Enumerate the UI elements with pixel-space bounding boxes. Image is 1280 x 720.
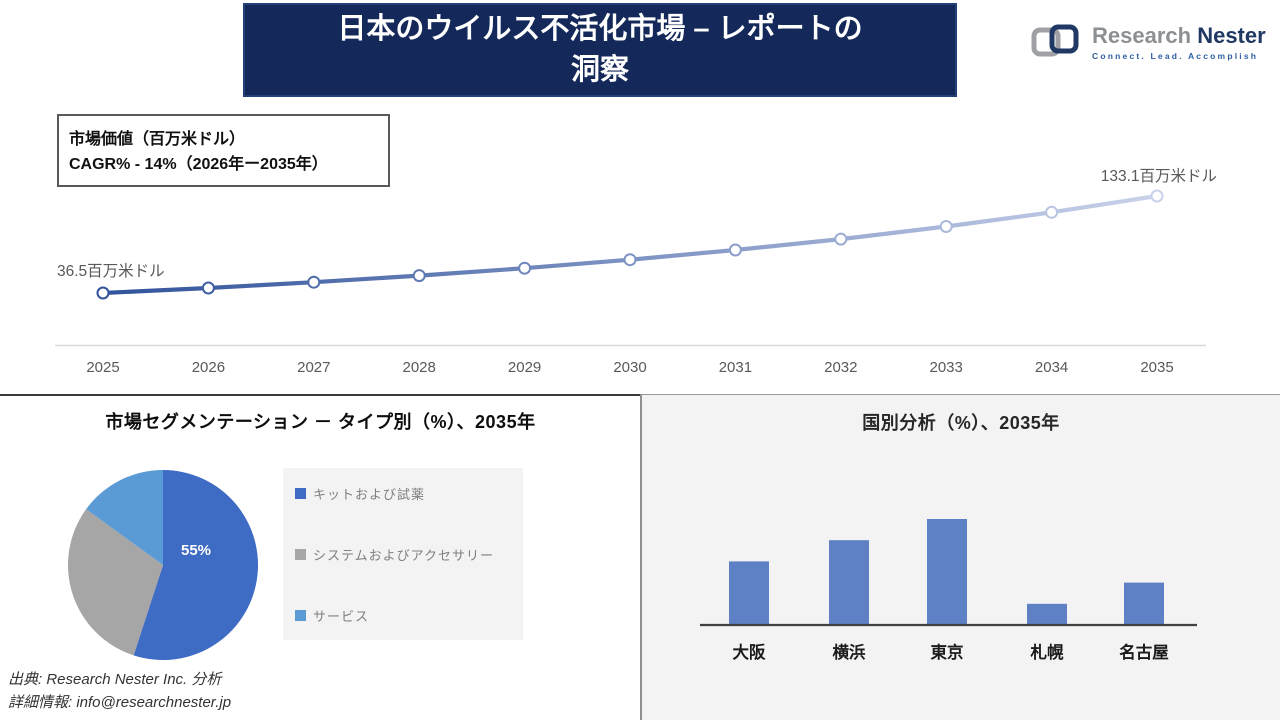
year-tick-label: 2028 [403,359,436,376]
legend-item-services: サービス [295,606,523,625]
year-tick-label: 2027 [297,359,330,376]
report-title-line2: 洞察 [570,54,629,86]
legend-swatch-services [295,609,306,621]
legend-item-kits: キットおよび試薬 [295,484,523,503]
pie-slice-label: 55% [181,542,211,559]
line-point [1045,205,1059,219]
year-tick-label: 2025 [86,359,119,376]
bar-category-label: 横浜 [833,642,867,662]
segmentation-pie-chart: 55% [67,470,258,660]
year-tick-label: 2035 [1140,359,1173,376]
line-point [939,220,953,233]
cagr-label: CAGR% - 14%（2026年ー2035年） [69,156,328,173]
end-value-label: 133.1百万米ドル [1101,167,1217,185]
year-tick-label: 2026 [192,359,225,376]
year-tick-label: 2034 [1035,359,1068,376]
line-point [307,275,321,289]
year-tick-label: 2029 [508,359,541,376]
year-tick-label: 2033 [930,359,963,376]
pie-slice [67,509,163,656]
country-analysis-title: 国別分析（%）、2035年 [862,413,1060,433]
line-point [201,281,215,295]
market-value-line [100,193,1160,296]
bar-category-label: 東京 [931,642,964,662]
bar [829,540,869,625]
market-value-cagr-box: 市場価値（百万米ドル） CAGR% - 14%（2026年ー2035年） [57,114,390,187]
bar-category-label: 札幌 [1030,642,1065,662]
bar [927,519,967,625]
country-analysis-bar-chart: 大阪 横浜 東京 札幌 名古屋 [700,519,1197,662]
report-title-line1: 日本のウイルス不活化市場 – レポートの [337,13,863,45]
year-tick-label: 2032 [824,359,857,376]
bar-category-label: 大阪 [733,642,767,662]
legend-item-systems: システムおよびアクセサリー [295,545,523,564]
line-point [623,253,637,267]
market-value-label: 市場価値（百万米ドル） [69,131,246,148]
research-nester-logo: Research Nester Connect. Lead. Accomplis… [1030,24,1266,63]
legend-swatch-kits [295,487,306,499]
line-point [96,286,110,300]
bar [1027,603,1067,625]
horizontal-divider [0,394,641,396]
logo-name-research: Research [1092,23,1192,48]
pie-slice [86,470,163,565]
line-point [834,232,848,246]
market-value-line-chart: 2025 2026 2027 2028 2029 2030 2031 2032 2033 2034… [55,167,1217,376]
legend-label-kits: キットおよび試薬 [313,486,426,502]
segmentation-title: 市場セグメンテーション － タイプ別（%）、2035年 [105,412,536,432]
bar [1124,582,1164,625]
report-title-banner: 日本のウイルス不活化市場 – レポートの 洞察 [243,3,957,97]
start-value-label: 36.5百万米ドル [57,262,165,280]
logo-text: Research Nester Connect. Lead. Accomplis… [1092,23,1266,62]
country-analysis-panel: 国別分析（%）、2035年 大阪 横浜 東京 札幌 名古屋 [642,394,1280,720]
bar-category-label: 名古屋 [1119,642,1169,662]
logo-name: Research Nester [1092,23,1266,48]
legend-label-systems: システムおよびアクセサリー [313,547,494,563]
contact-line: 詳細情報: info@researchnester.jp [8,694,232,711]
logo-name-nester: Nester [1197,23,1266,48]
pie-legend: キットおよび試薬 システムおよびアクセサリー サービス [283,468,523,640]
bar [729,561,769,625]
line-point [412,269,426,283]
line-point [518,261,532,275]
logo-tagline: Connect. Lead. Accomplish [1092,51,1259,61]
source-note: 出典: Research Nester Inc. 分析 詳細情報: info@r… [8,668,231,714]
line-point [728,243,742,257]
pie-slice [133,470,258,660]
legend-label-services: サービス [313,608,370,624]
year-tick-label: 2031 [719,359,752,376]
vertical-divider [640,394,642,720]
legend-swatch-systems [295,548,306,560]
interlocked-squares-logo-icon [1030,24,1082,63]
line-point [1150,189,1164,203]
year-tick-label: 2030 [613,359,646,376]
source-line: 出典: Research Nester Inc. 分析 [8,671,222,688]
